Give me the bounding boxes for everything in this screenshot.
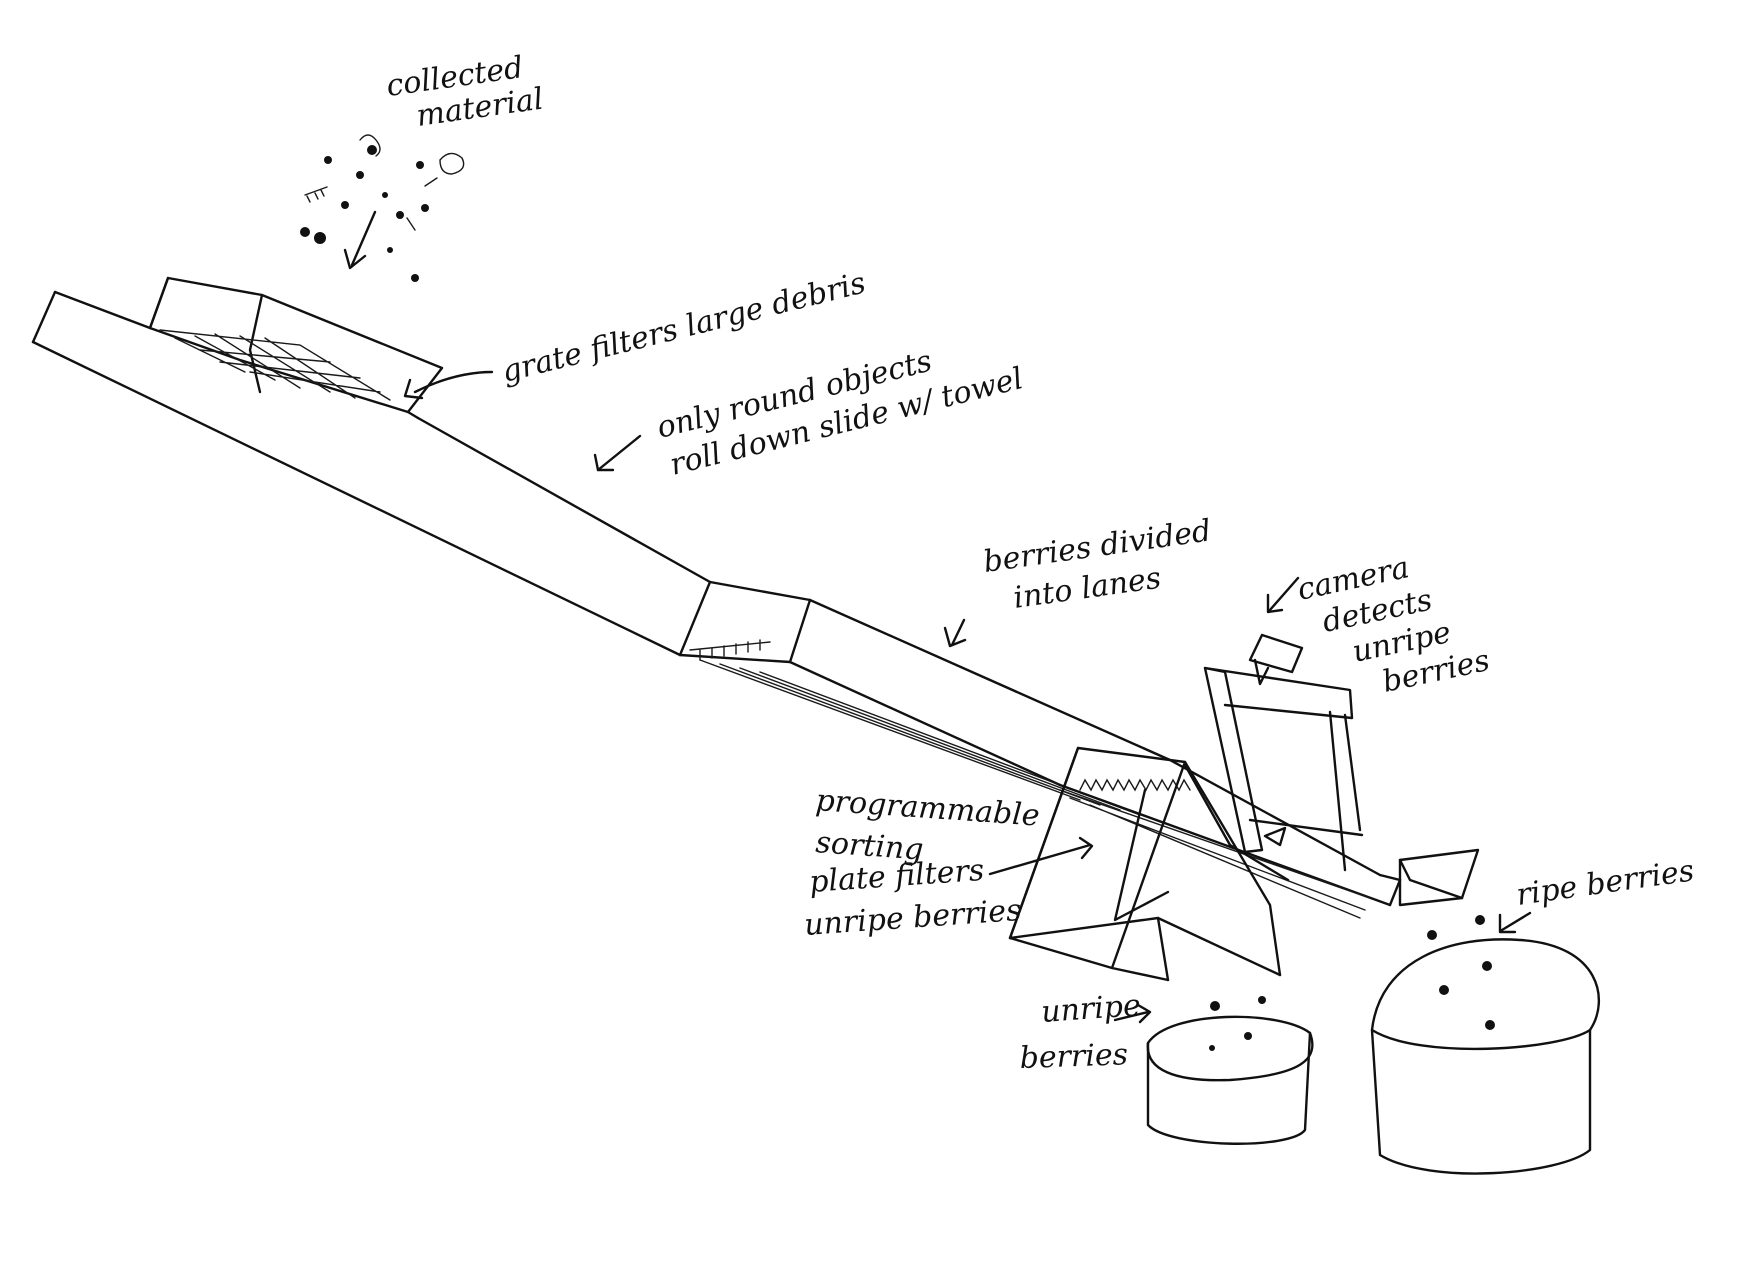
debris-grate xyxy=(148,276,444,420)
unripe-berries-bin xyxy=(1146,996,1314,1145)
camera-icon xyxy=(1248,633,1304,686)
camera-gantry xyxy=(1203,666,1364,872)
label-plate-2: sorting xyxy=(814,825,924,867)
label-ripe: ripe berries xyxy=(1514,853,1696,913)
main-slide xyxy=(31,290,812,664)
ripe-berries-bin xyxy=(1370,915,1601,1175)
label-plate-1: programmable xyxy=(814,783,1040,834)
annotation-arrows xyxy=(403,370,1532,1024)
sorting-plate xyxy=(1008,746,1290,982)
label-plate-4: unripe berries xyxy=(803,893,1022,943)
label-unripe-1: unripe xyxy=(1040,988,1142,1030)
berry-lanes-section xyxy=(689,598,1402,919)
label-unripe-2: berries xyxy=(1019,1037,1129,1076)
collected-material-debris xyxy=(300,134,465,282)
end-chute xyxy=(1398,848,1480,907)
falling-arrow xyxy=(343,210,377,270)
